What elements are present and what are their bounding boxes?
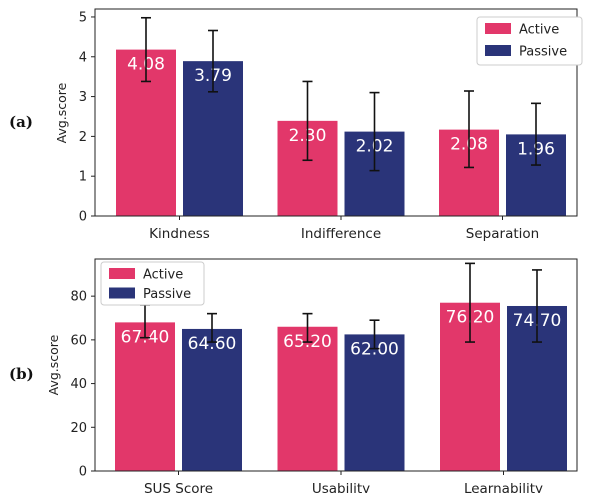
bar-active-b <box>115 322 175 471</box>
panel-label-b: (b) <box>9 365 34 383</box>
legend-swatch-passive <box>109 287 135 299</box>
legend-label-passive: Passive <box>519 45 567 60</box>
y-axis-label-b: Avg.score <box>46 334 61 395</box>
plot-frame-b <box>94 258 578 472</box>
y-tick-label-b: 60 <box>70 333 87 348</box>
y-tick-label-a: 1 <box>79 170 87 185</box>
y-tick-label-a: 2 <box>79 130 87 145</box>
plot-frame-a <box>94 8 578 217</box>
chart-panel-a: (a) Avg.score 4.083.79Kindness2.302.02In… <box>9 8 583 242</box>
legend-label-passive: Passive <box>143 287 191 302</box>
legend-swatch-active <box>109 268 135 279</box>
y-tick-label-a: 0 <box>79 210 87 225</box>
bar-passive-b <box>182 328 242 471</box>
legend-label-active: Active <box>519 23 559 38</box>
y-tick-label-b: 20 <box>70 421 87 436</box>
x-tick-label-a: Separation <box>466 226 539 242</box>
y-tick-label-b: 40 <box>70 377 87 392</box>
legend-swatch-active <box>485 23 511 34</box>
y-tick-label-b: 80 <box>70 290 87 305</box>
x-tick-label-b: Learnability <box>464 481 543 493</box>
legend-b: Active Passive <box>100 261 205 306</box>
bar-passive-b <box>344 334 405 471</box>
y-tick-label-a: 3 <box>79 90 87 105</box>
y-axis-label-a: Avg.score <box>54 82 69 143</box>
data-label-passive-b: 64.60 <box>188 334 237 354</box>
x-tick-label-b: SUS Score <box>144 481 213 493</box>
y-tick-label-a: 5 <box>79 10 87 25</box>
x-tick-label-b: Usability <box>312 481 370 493</box>
x-tick-label-a: Indifference <box>301 226 381 242</box>
bar-active-b <box>277 326 338 471</box>
legend-label-active: Active <box>143 268 183 283</box>
legend-a: Active Passive <box>476 16 583 66</box>
panel-label-a: (a) <box>9 113 33 131</box>
y-tick-label-a: 4 <box>79 50 87 65</box>
legend-swatch-passive <box>485 45 511 56</box>
y-tick-label-b: 0 <box>79 465 87 480</box>
x-tick-label-a: Kindness <box>149 226 210 242</box>
